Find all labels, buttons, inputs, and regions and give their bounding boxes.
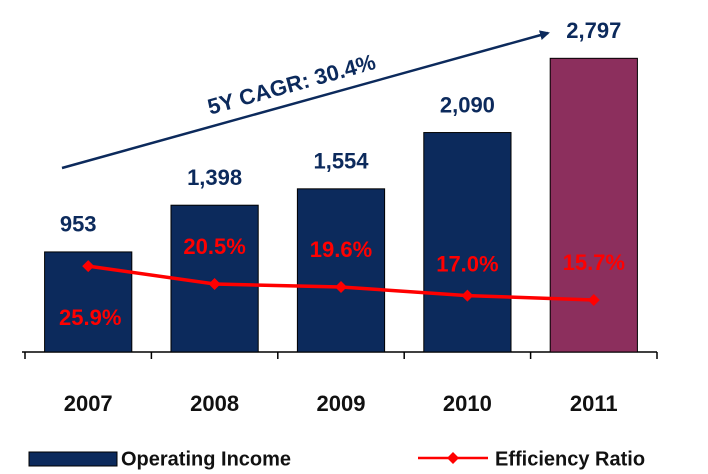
cagr-arrow	[61, 30, 550, 170]
bar-value-label: 1,398	[187, 165, 242, 190]
bar-value-label: 2,090	[440, 92, 495, 117]
line-value-label: 20.5%	[183, 234, 245, 259]
line-marker	[461, 289, 474, 302]
x-tick-label: 2011	[570, 391, 618, 416]
bar-value-label: 2,797	[566, 18, 621, 43]
x-tick-label: 2008	[190, 391, 239, 416]
bar	[423, 132, 512, 353]
line-marker	[208, 278, 221, 291]
bar-value-label: 1,554	[313, 149, 369, 174]
legend-label: Efficiency Ratio	[495, 448, 645, 470]
legend-label: Operating Income	[121, 448, 291, 470]
line-value-label: 19.6%	[310, 237, 372, 262]
line-value-label: 17.0%	[436, 251, 498, 276]
bar	[296, 188, 386, 353]
x-tick-label: 2009	[317, 391, 366, 416]
bar	[549, 57, 638, 353]
line-marker	[587, 293, 600, 306]
cagr-annotation: 5Y CAGR: 30.4%	[205, 49, 379, 119]
legend-marker	[447, 452, 459, 464]
line-marker	[82, 260, 95, 273]
line-value-label: 15.7%	[563, 250, 625, 275]
x-tick-label: 2007	[64, 391, 113, 416]
legend-swatch	[28, 451, 118, 467]
line-value-label: 25.9%	[59, 305, 121, 330]
bar-value-label: 953	[60, 212, 97, 237]
line-marker	[335, 281, 347, 294]
x-tick-label: 2010	[443, 391, 492, 416]
